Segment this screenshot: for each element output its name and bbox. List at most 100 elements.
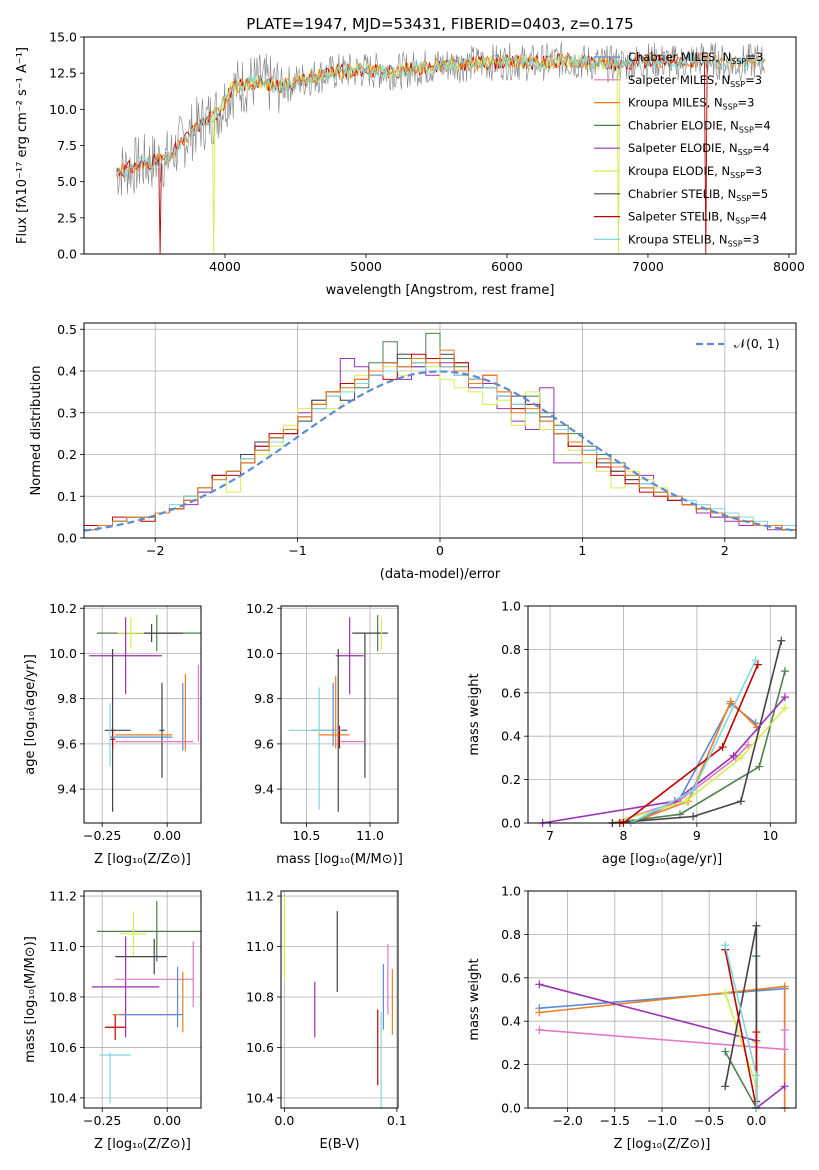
mass_weight_vs_age-ytick-label: 0.0 [501,816,521,831]
mass_weight_vs_age-point-marker [753,660,762,669]
mass_vs_Z-ytick-label: 10.6 [49,1040,77,1055]
mass_vs_ebv-ytick-label: 10.6 [246,1040,274,1055]
mass_weight_vs_age-xtick-label: 10 [762,828,778,843]
age_vs_mass-xtick-label: 10.5 [293,828,321,843]
spectrum-ytick-label: 2.5 [57,210,77,225]
age_vs_Z-ylabel: age [log₁₀(age/yr)] [23,654,38,775]
mass_weight_vs_age-frame [527,605,797,824]
mass_weight_vs_age-point-marker [736,753,745,762]
age_vs_mass-plot-area [288,615,388,812]
mass_vs_Z-xtick-label: 0.00 [153,1113,181,1128]
residuals-legend-label: 𝒩(0, 1) [734,336,780,351]
age_vs_mass-xtick-label: 11.0 [356,828,384,843]
spectrum-xlabel: wavelength [Angstrom, rest frame] [326,283,555,298]
mass_weight_vs_age-point-marker [744,740,753,749]
mass_weight_vs_Z-series-line [724,949,758,1109]
mass_weight_vs_Z-point-marker [721,1082,730,1091]
residuals-ytick-label: 0.4 [57,364,77,379]
mass_weight_vs_Z-point-marker [535,1025,544,1034]
mass_weight_vs_Z-ytick-label: 1.0 [501,884,521,899]
spectrum-legend-label: Chabrier STELIB, NSSP=5 [628,187,768,203]
spectrum-ytick-label: 12.5 [49,66,77,81]
mass_weight_vs_Z-ytick-label: 0.2 [501,1057,521,1072]
mass_vs_Z-xtick-label: −0.25 [83,1113,121,1128]
spectrum-xtick-label: 8000 [773,259,805,274]
mass_vs_ebv-xlabel: E(B-V) [319,1137,359,1152]
mass_weight_vs_Z-xtick-label: −0.5 [694,1113,724,1128]
mass_weight_vs_age-ylabel: mass weight [467,673,482,755]
mass_weight_vs_age-series-line [612,707,786,824]
mass_vs_Z-ytick-label: 11.2 [49,889,77,904]
mass_weight_vs_Z-xtick-label: −2.0 [552,1113,582,1128]
spectrum-ytick-label: 0.0 [57,247,77,262]
age_vs_mass-xlabel: mass [log₁₀(M/M⊙)] [276,852,403,867]
mass_weight_vs_Z-point-marker [780,1025,789,1034]
spectrum-legend-label: Kroupa MILES, NSSP=3 [628,96,754,112]
mass_weight_vs_age-xtick-label: 8 [619,828,627,843]
residuals-frame [83,322,797,539]
mass_weight_vs_age-point-marker [780,667,789,676]
mass_vs_ebv-plot-area [283,896,393,1108]
mass_vs_ebv-xtick-label: 0.0 [274,1113,294,1128]
mass_weight_vs_age-point-marker [718,743,727,752]
age_vs_Z-xtick-label: 0.00 [153,828,181,843]
spectrum-frame [83,36,797,255]
mass_weight_vs_age-point-marker [755,762,764,771]
residuals-xtick-label: 2 [721,543,729,558]
residuals-chart: −2 −1 0 1 2 0.0 0.1 0.2 0.3 0.4 0.5 (data-model)/er… [29,322,797,582]
mass_weight_vs_age-series-line [630,700,758,824]
residuals-ytick-label: 0.3 [57,405,77,420]
mass_vs_Z-ytick-label: 11.0 [49,939,77,954]
mass_weight_vs_age-series-line [542,696,786,824]
mass_weight_vs_age-ytick-label: 0.2 [501,772,521,787]
residuals-histogram-step [84,349,796,531]
spectrum-model-line [115,51,766,179]
age_vs_Z-chart: −0.25 0.00 9.4 9.6 9.8 10.0 10.2 Z [log₁₀(Z/Z⊙)… [23,601,202,867]
spectrum-plot-area [115,41,766,254]
mass_weight_vs_Z-point-marker [752,1071,761,1080]
residuals-ytick-label: 0.1 [57,489,77,504]
age_vs_Z-xtick-label: −0.25 [83,828,121,843]
spectrum-ytick-label: 5.0 [57,174,77,189]
mass_weight_vs_age-point-marker [780,693,789,702]
age_vs_Z-frame [83,605,202,824]
mass_vs_Z-chart: −0.25 0.00 10.4 10.6 10.8 11.0 11.2 Z [log₁₀(Z/… [23,889,202,1152]
mass_weight_vs_age-xtick-label: 7 [546,828,554,843]
mass_weight_vs_Z-xtick-label: −1.5 [600,1113,630,1128]
mass_weight_vs_Z-chart: −2.0 −1.5 −1.0 −0.5 0.0 0.0 0.2 0.4 0.6 0.8 1.0 Z [… [467,884,797,1152]
residuals-xtick-label: 1 [578,543,586,558]
age_vs_mass-frame [280,605,399,824]
mass_weight_vs_age-ytick-label: 0.8 [501,642,521,657]
mass_weight_vs_age-point-marker [726,697,735,706]
spectrum-xtick-label: 5000 [350,259,382,274]
spectrum-xtick-label: 4000 [209,259,241,274]
spectrum-legend-label: Salpeter MILES, NSSP=3 [628,73,762,89]
residuals-gaussian-curve [83,370,797,532]
spectrum-ytick-label: 7.5 [57,138,77,153]
spectrum-legend-label: Chabrier MILES, NSSP=3 [628,50,763,66]
mass_weight_vs_Z-ytick-label: 0.4 [501,1014,521,1029]
mass_weight_vs_age-point-marker [751,656,760,665]
mass_vs_ebv-ytick-label: 11.2 [246,889,274,904]
mass_weight_vs_Z-point-marker [721,988,730,997]
mass_vs_Z-plot-area [91,901,201,1103]
age_vs_mass-chart: 10.5 11.0 9.4 9.6 9.8 10.0 10.2 mass [log₁₀(M/M… [246,601,403,867]
mass_vs_Z-ytick-label: 10.4 [49,1090,77,1105]
mass_weight_vs_Z-point-marker [535,980,544,989]
mass_weight_vs_Z-point-marker [752,921,761,930]
residuals-xtick-label: −1 [288,543,306,558]
mass_weight_vs_Z-point-marker [752,1028,761,1037]
figure-title: PLATE=1947, MJD=53431, FIBERID=0403, z=0… [246,15,633,33]
residuals-xtick-label: 0 [436,543,444,558]
spectrum-legend-label: Salpeter STELIB, NSSP=4 [628,210,767,226]
spectrum-xtick-label: 6000 [491,259,523,274]
age_vs_Z-ytick-label: 9.8 [57,691,77,706]
mass_weight_vs_Z-frame [527,890,797,1109]
mass_weight_vs_age-chart: 7 8 9 10 0.0 0.2 0.4 0.6 0.8 1.0 age [log₁₀(age/yr… [467,599,797,867]
age_vs_mass-ytick-label: 10.0 [246,646,274,661]
mass_weight_vs_age-point-marker [681,797,690,806]
mass_weight_vs_age-series-line [612,640,783,824]
mass_vs_Z-ytick-label: 10.8 [49,989,77,1004]
spectrum-ytick-label: 15.0 [49,30,77,45]
spectrum-chart: 4000 5000 6000 7000 8000 0.0 2.5 5.0 7.5 10.0 12.5… [15,30,805,299]
